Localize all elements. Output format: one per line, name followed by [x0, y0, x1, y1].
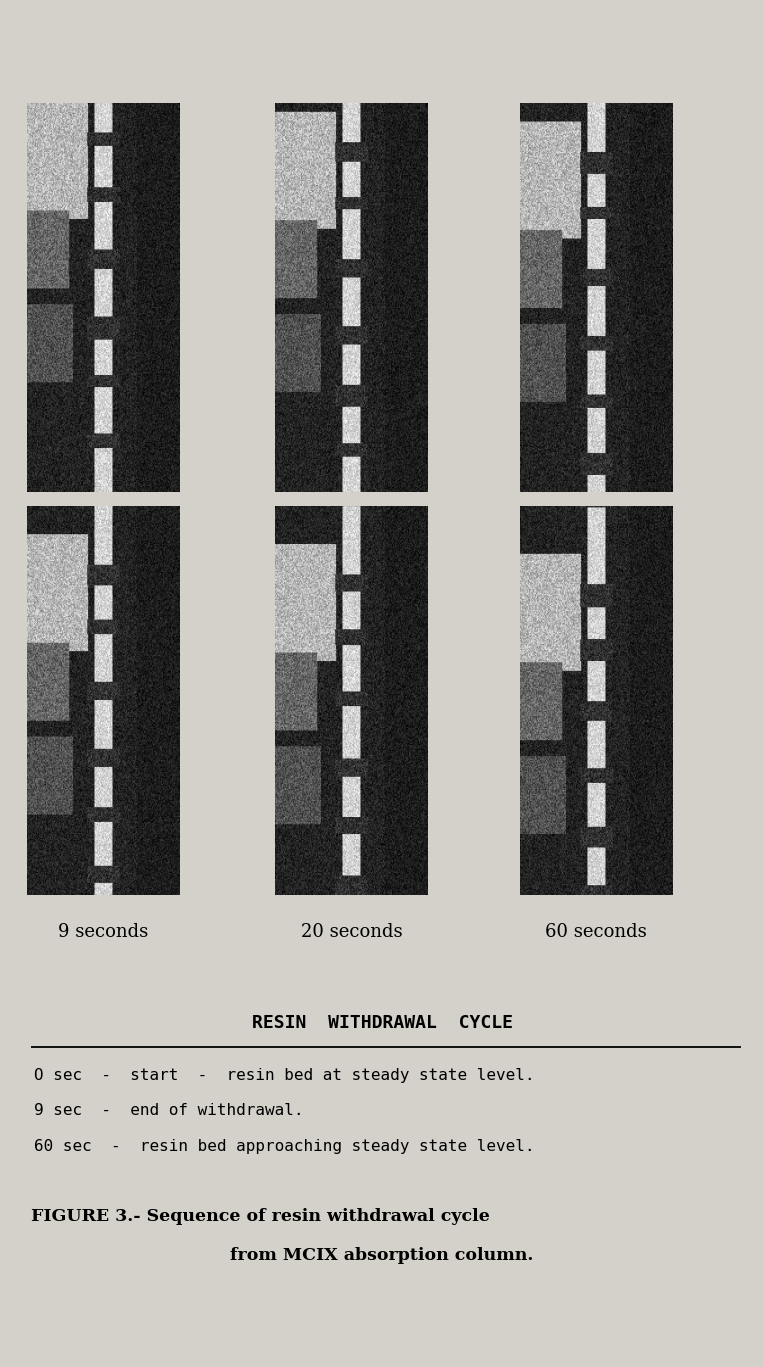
Text: 9 sec  -  end of withdrawal.: 9 sec - end of withdrawal. [34, 1103, 304, 1118]
Text: 9 seconds: 9 seconds [58, 923, 148, 940]
Text: 20 seconds: 20 seconds [300, 923, 403, 940]
Text: 2 seconds: 2 seconds [306, 519, 397, 537]
Text: from MCIX absorption column.: from MCIX absorption column. [230, 1247, 534, 1263]
Text: 60 seconds: 60 seconds [545, 923, 647, 940]
Text: RESIN  WITHDRAWAL  CYCLE: RESIN WITHDRAWAL CYCLE [251, 1014, 513, 1032]
Text: O sec  -  start  -  resin bed at steady state level.: O sec - start - resin bed at steady stat… [34, 1068, 535, 1083]
Text: 7 seconds: 7 seconds [551, 519, 641, 537]
Text: O seconds: O seconds [57, 519, 150, 537]
Text: 60 sec  -  resin bed approaching steady state level.: 60 sec - resin bed approaching steady st… [34, 1139, 535, 1154]
Text: FIGURE 3.- Sequence of resin withdrawal cycle: FIGURE 3.- Sequence of resin withdrawal … [31, 1208, 490, 1225]
